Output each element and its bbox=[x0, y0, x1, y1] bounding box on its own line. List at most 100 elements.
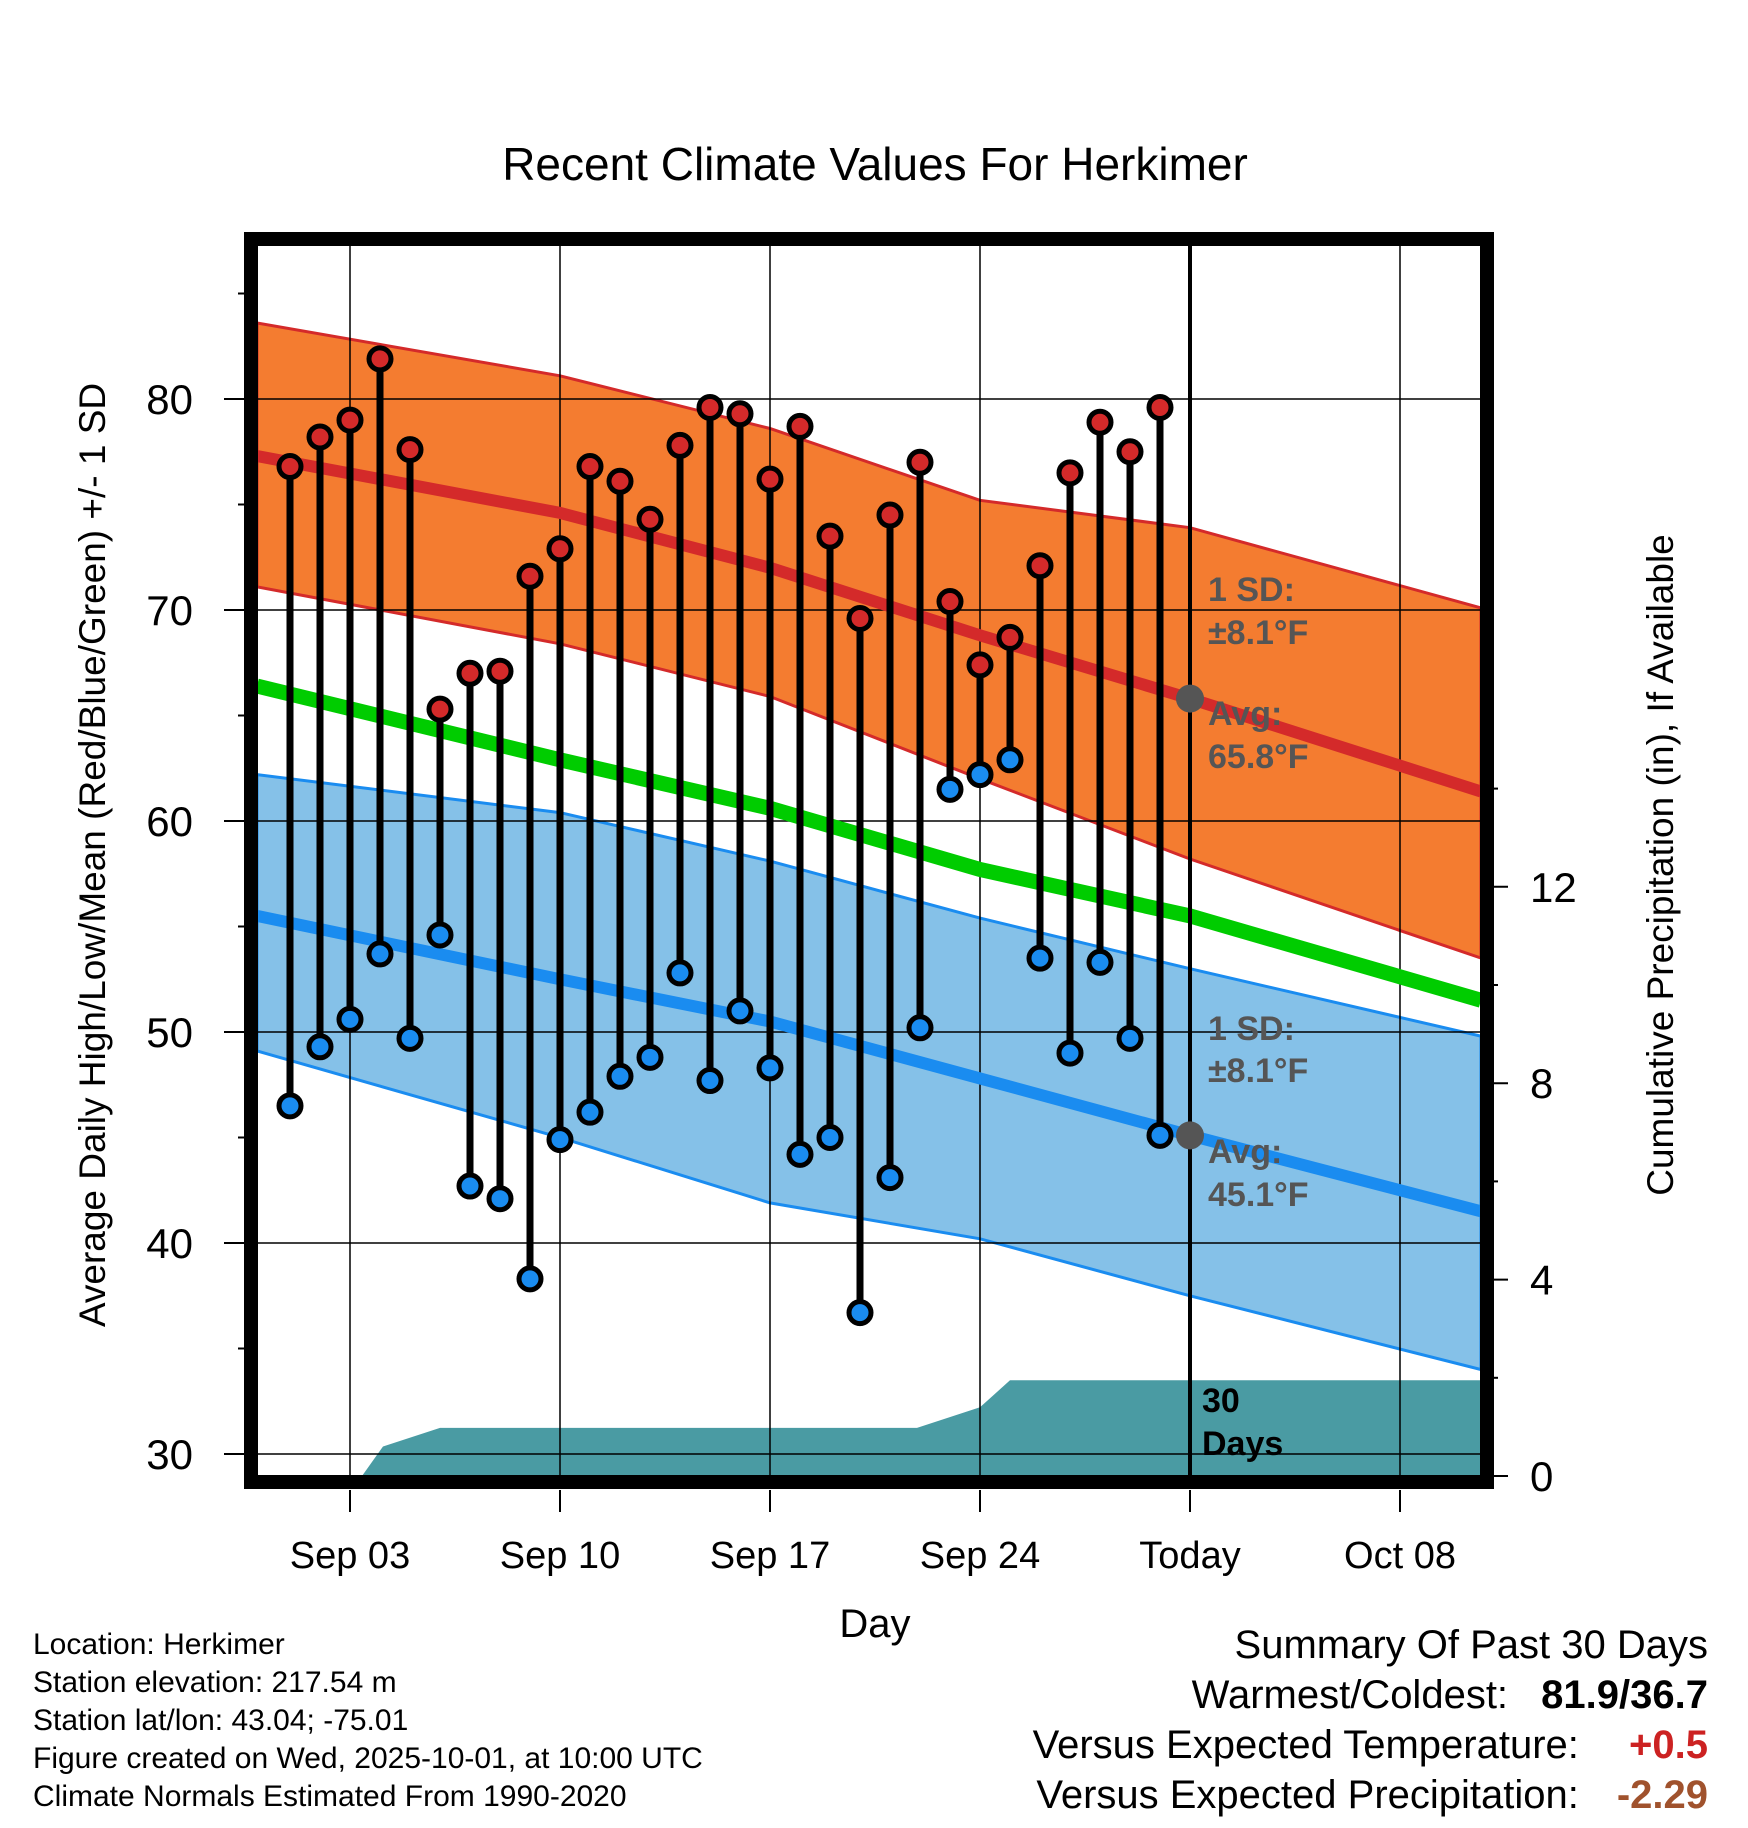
x-tick-label: Oct 08 bbox=[1344, 1535, 1456, 1577]
days-label-number: 30 bbox=[1202, 1382, 1240, 1420]
temp-anomaly-label: Versus Expected Temperature: bbox=[1032, 1723, 1579, 1767]
low-temp-point bbox=[396, 1024, 424, 1052]
high-temp-point bbox=[1056, 459, 1084, 487]
warmest-coldest-row: Warmest/Coldest: 81.9/36.7 bbox=[1033, 1670, 1708, 1720]
precip-area bbox=[257, 1380, 1481, 1476]
chart-title: Recent Climate Values For Herkimer bbox=[502, 138, 1248, 190]
high-mean-line bbox=[257, 450, 1481, 798]
low-temp-point bbox=[666, 959, 694, 987]
plot-area: 1 SD: ±8.1°F Avg: 65.8°F 1 SD: ±8.1°F Avg: 45.1… bbox=[146, 232, 1577, 1577]
low-temp-point bbox=[756, 1054, 784, 1082]
high-temp-point bbox=[816, 522, 844, 550]
low-temp-point bbox=[486, 1185, 514, 1213]
low-temp-point bbox=[546, 1126, 574, 1154]
low-temp-point bbox=[936, 775, 964, 803]
high-temp-point bbox=[486, 657, 514, 685]
low-temp-point bbox=[366, 940, 394, 968]
y-tick-label: 60 bbox=[146, 798, 193, 845]
high-temp-point bbox=[276, 453, 304, 481]
low-temp-point bbox=[576, 1098, 604, 1126]
x-tick-label: Sep 10 bbox=[500, 1535, 620, 1577]
low-temp-point bbox=[906, 1014, 934, 1042]
high-temp-point bbox=[396, 436, 424, 464]
x-tick-label: Today bbox=[1139, 1535, 1240, 1577]
high-temp-point bbox=[1146, 393, 1174, 421]
high-temp-point bbox=[546, 535, 574, 563]
high-temp-point bbox=[996, 623, 1024, 651]
low-temp-point bbox=[996, 746, 1024, 774]
low-temp-point bbox=[816, 1124, 844, 1151]
high-temp-point bbox=[1026, 552, 1054, 580]
low-temp-point bbox=[1086, 948, 1114, 976]
high-temp-point bbox=[936, 588, 964, 616]
precip-anomaly-label: Versus Expected Precipitation: bbox=[1036, 1773, 1579, 1817]
x-tick-label: Sep 17 bbox=[710, 1535, 830, 1577]
high-temp-point bbox=[336, 406, 364, 434]
y-tick-label: 40 bbox=[146, 1220, 193, 1267]
y-tick-label: 30 bbox=[146, 1431, 193, 1478]
y2-axis-label: Cumulative Precipitation (in), If Availa… bbox=[1640, 534, 1681, 1196]
today-low-avg-marker bbox=[1176, 1121, 1204, 1150]
x-tick-label: Sep 24 bbox=[920, 1535, 1040, 1577]
high-sd-value: ±8.1°F bbox=[1208, 614, 1308, 652]
high-temp-point bbox=[366, 345, 394, 373]
high-avg-label: Avg: bbox=[1208, 695, 1282, 733]
location-text: Location: Herkimer bbox=[33, 1628, 285, 1661]
high-sd-label: 1 SD: bbox=[1208, 571, 1295, 609]
high-temp-point bbox=[666, 431, 694, 459]
y-tick-label: 80 bbox=[146, 376, 193, 423]
y2-tick-label: 0 bbox=[1530, 1453, 1553, 1500]
low-avg-value: 45.1°F bbox=[1208, 1176, 1309, 1214]
low-temp-point bbox=[516, 1265, 544, 1293]
low-temp-point bbox=[1026, 944, 1054, 972]
temp-anomaly-value: +0.5 bbox=[1629, 1723, 1708, 1767]
y2-tick-label: 4 bbox=[1530, 1257, 1553, 1304]
plot-content bbox=[257, 245, 1481, 1476]
high-temp-point bbox=[516, 562, 544, 590]
low-sd-label: 1 SD: bbox=[1208, 1010, 1295, 1048]
high-temp-point bbox=[786, 412, 814, 440]
y2-tick-label: 12 bbox=[1530, 864, 1577, 911]
low-temp-point bbox=[276, 1092, 304, 1120]
high-temp-point bbox=[756, 465, 784, 493]
high-temp-point bbox=[726, 400, 754, 428]
low-temp-point bbox=[696, 1067, 724, 1095]
latlon-text: Station lat/lon: 43.04; -75.01 bbox=[33, 1704, 409, 1737]
low-temp-point bbox=[1116, 1024, 1144, 1052]
y-tick-label: 50 bbox=[146, 1009, 193, 1056]
low-temp-point bbox=[966, 761, 994, 789]
y2-tick-label: 8 bbox=[1530, 1060, 1553, 1107]
low-temp-point bbox=[456, 1172, 484, 1200]
high-temp-point bbox=[306, 423, 334, 451]
precip-anomaly-row: Versus Expected Precipitation: -2.29 bbox=[1033, 1770, 1708, 1820]
temp-anomaly-row: Versus Expected Temperature: +0.5 bbox=[1033, 1720, 1708, 1770]
low-sd-value: ±8.1°F bbox=[1208, 1052, 1308, 1090]
high-temp-point bbox=[906, 448, 934, 476]
high-temp-point bbox=[576, 453, 604, 481]
high-temp-point bbox=[1086, 408, 1114, 436]
low-temp-point bbox=[846, 1299, 874, 1327]
low-temp-point bbox=[606, 1062, 634, 1090]
high-temp-point bbox=[966, 651, 994, 679]
low-temp-point bbox=[636, 1043, 664, 1071]
elevation-text: Station elevation: 217.54 m bbox=[33, 1666, 397, 1699]
summary-title: Summary Of Past 30 Days bbox=[1234, 1623, 1708, 1667]
low-temp-point bbox=[786, 1140, 814, 1168]
y-tick-label: 70 bbox=[146, 587, 193, 634]
low-temp-point bbox=[1056, 1039, 1084, 1067]
high-avg-value: 65.8°F bbox=[1208, 738, 1309, 776]
low-temp-point bbox=[306, 1033, 334, 1061]
station-info: Location: Herkimer Station elevation: 21… bbox=[33, 1626, 703, 1816]
y-axis-label: Average Daily High/Low/Mean (Red/Blue/Gr… bbox=[72, 383, 113, 1327]
summary-panel: Summary Of Past 30 Days Warmest/Coldest:… bbox=[1033, 1620, 1708, 1820]
low-temp-point bbox=[336, 1005, 364, 1033]
low-avg-label: Avg: bbox=[1208, 1133, 1282, 1171]
high-temp-point bbox=[426, 695, 454, 723]
mean-temp-line bbox=[257, 678, 1481, 1008]
days-label-text: Days bbox=[1202, 1425, 1283, 1463]
high-temp-point bbox=[456, 659, 484, 687]
today-high-avg-marker bbox=[1176, 684, 1204, 713]
low-temp-point bbox=[726, 997, 754, 1025]
precip-anomaly-value: -2.29 bbox=[1616, 1773, 1708, 1817]
high-temp-point bbox=[846, 604, 874, 632]
